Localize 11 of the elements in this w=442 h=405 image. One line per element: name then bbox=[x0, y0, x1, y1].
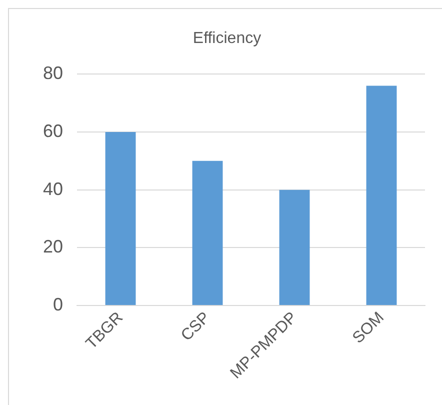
y-tick-label: 40 bbox=[42, 178, 64, 199]
y-tick-label: 0 bbox=[53, 294, 64, 314]
y-tick-label: 80 bbox=[42, 63, 64, 84]
x-tick-label: CSP bbox=[178, 309, 214, 344]
bar bbox=[366, 86, 397, 305]
chart-title: Efficiency bbox=[192, 30, 262, 48]
y-tick-label: 60 bbox=[42, 120, 64, 141]
y-tick-label: 20 bbox=[42, 236, 64, 257]
bar bbox=[279, 190, 310, 305]
bar bbox=[105, 132, 136, 305]
bar bbox=[192, 160, 223, 305]
